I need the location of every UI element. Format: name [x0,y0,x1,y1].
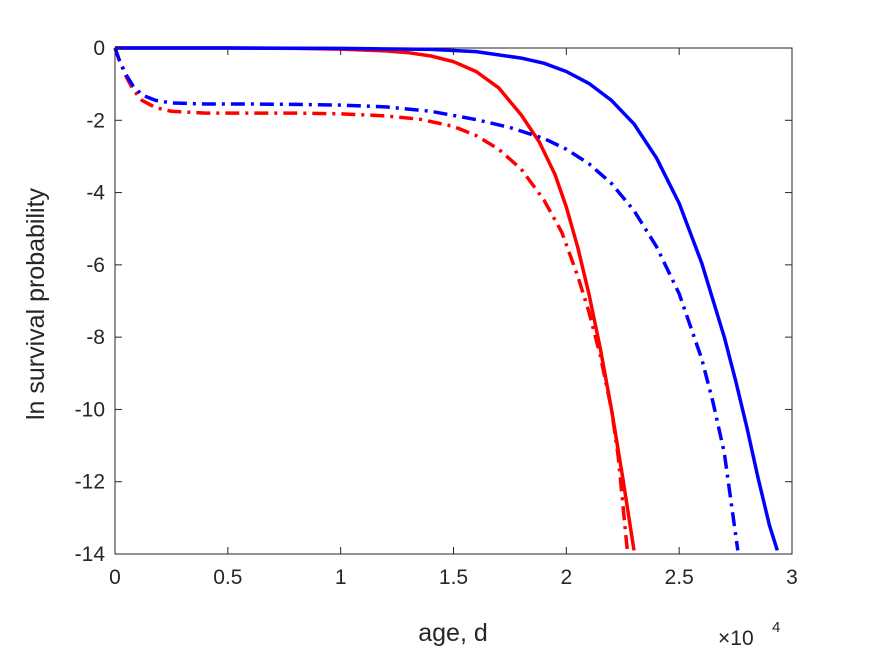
series-line-3 [115,46,779,551]
x-tick-label: 2.5 [665,566,694,589]
series-line-2 [113,47,630,551]
y-axis-label: ln survival probability [22,187,50,420]
series-layer [113,46,779,551]
x-tick-label: 1.5 [439,566,468,589]
plot-area [114,47,793,555]
y-tick-label: -2 [86,109,105,132]
y-tick-label: -8 [86,326,105,349]
x-tick-label: 1 [335,566,347,589]
y-tick-label: 0 [93,37,105,60]
x-tick-label: 0 [109,566,121,589]
x-tick-label: 3 [786,566,798,589]
x-exponent-power: 4 [772,619,780,636]
y-tick-label: -4 [86,182,105,205]
x-exponent-label: ×10 4 [718,619,780,650]
y-tick-label: -6 [86,254,105,277]
y-tick-label: -14 [75,543,106,566]
ticks-layer: 0 0.5 1 1.5 2 2.5 3 0 -2 -4 -6 -8 -10 -12 -14 [75,37,798,589]
x-tick-label: 0.5 [213,566,242,589]
x-axis-label: age, d [418,619,488,647]
plot-box [114,47,793,555]
series-line-4 [113,47,740,551]
x-exponent-base: ×10 [718,627,754,650]
y-tick-label: -12 [75,471,105,494]
y-tick-label: -10 [75,398,105,421]
x-tick-label: 2 [560,566,572,589]
